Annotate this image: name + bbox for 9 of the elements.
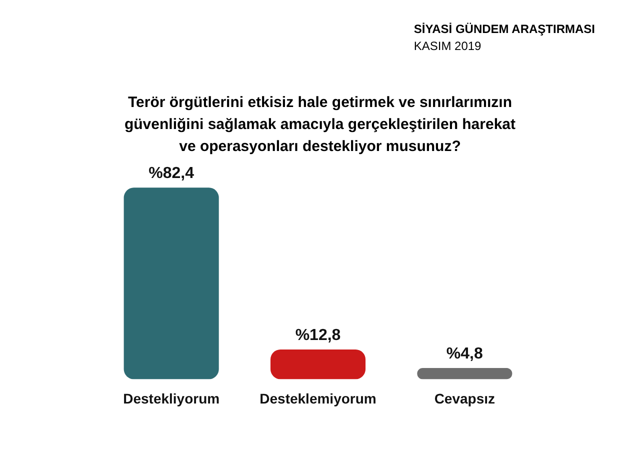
data-label: %12,8 (295, 326, 341, 344)
chart-title: Terör örgütlerini etkisiz hale getirmek ve sınırlarımızın güvenliğini sağlamak amacıyla gerçekleştirilen harekat ve operasyonları destekliyor musunuz? (123, 93, 517, 157)
chart-subtitle: SİYASİ GÜNDEM ARAŞTIRMASI (414, 22, 595, 36)
data-label: %82,4 (148, 165, 194, 182)
x-tick-label: Cevapsız (434, 390, 496, 406)
x-tick-label: Destekliyorum (123, 390, 220, 406)
text: KASIM 2019 (414, 39, 482, 53)
x-tick-label: Desteklemiyorum (260, 390, 376, 406)
data-label: %4,8 (446, 345, 484, 362)
